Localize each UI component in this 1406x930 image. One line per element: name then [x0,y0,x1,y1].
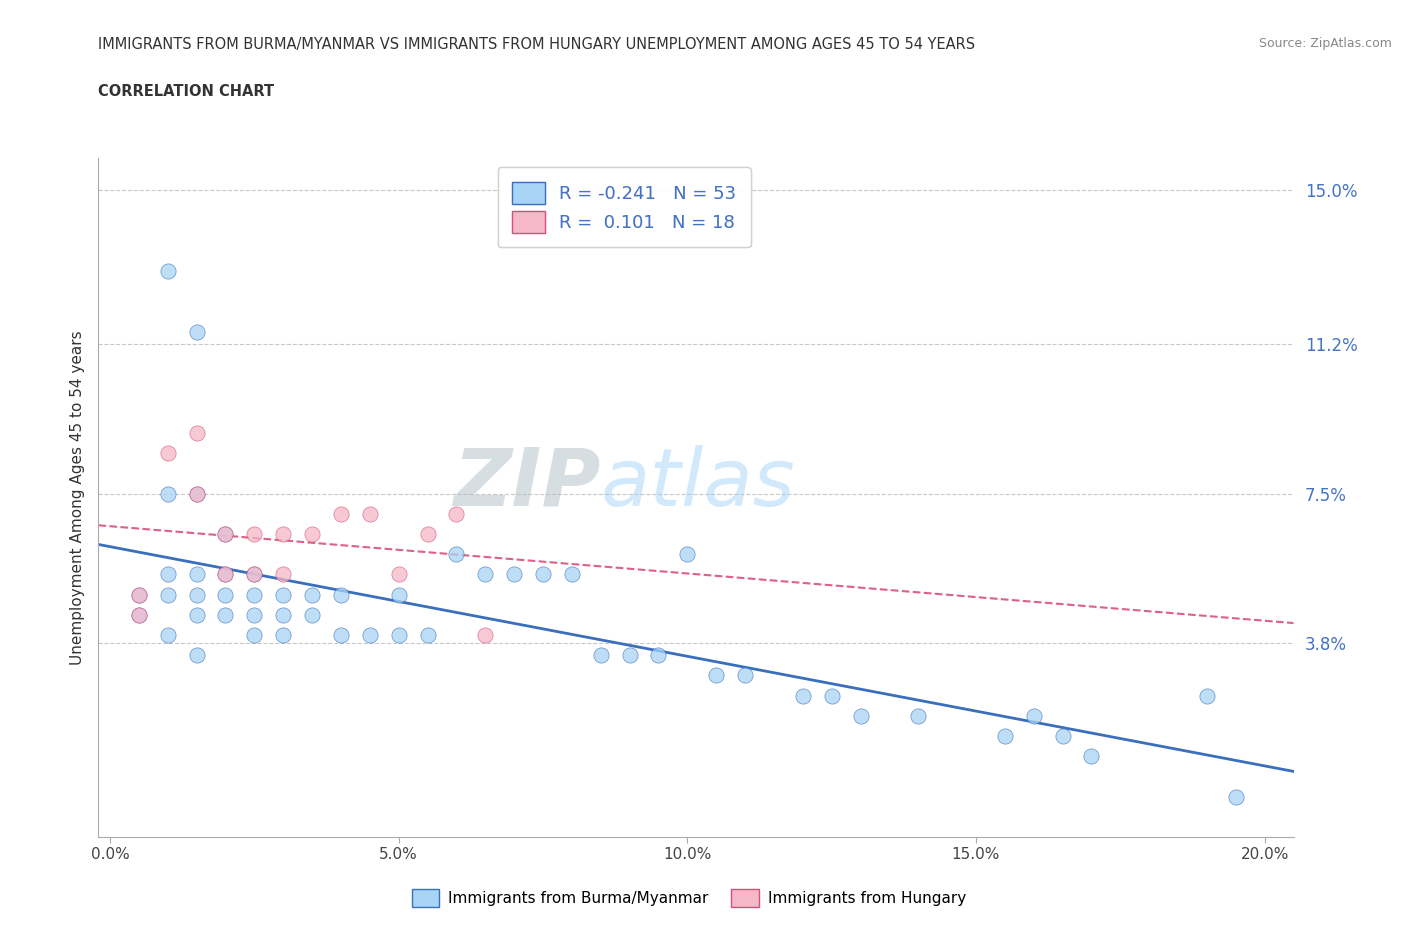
Point [734,668,756,683]
Point [503,567,526,582]
Text: ZIP: ZIP [453,445,600,523]
Point [446,547,468,562]
Point [849,709,872,724]
Point [271,628,294,643]
Point [128,587,150,602]
Point [128,587,150,602]
Point [156,264,179,279]
Point [531,567,554,582]
Point [1195,688,1218,703]
Point [214,567,236,582]
Point [243,567,266,582]
Point [1052,728,1074,743]
Point [329,628,352,643]
Text: CORRELATION CHART: CORRELATION CHART [98,84,274,99]
Point [186,647,208,662]
Point [271,526,294,541]
Point [329,587,352,602]
Point [243,587,266,602]
Point [907,709,929,724]
Point [474,628,496,643]
Point [561,567,583,582]
Y-axis label: Unemployment Among Ages 45 to 54 years: Unemployment Among Ages 45 to 54 years [69,330,84,665]
Point [186,425,208,440]
Point [214,567,236,582]
Point [156,567,179,582]
Point [214,607,236,622]
Point [301,587,323,602]
Point [243,607,266,622]
Point [416,628,439,643]
Point [156,486,179,501]
Point [1022,709,1045,724]
Text: atlas: atlas [600,445,796,523]
Point [186,486,208,501]
Point [214,587,236,602]
Point [214,526,236,541]
Point [416,526,439,541]
Point [301,607,323,622]
Point [186,486,208,501]
Point [243,628,266,643]
Point [186,607,208,622]
Point [186,325,208,339]
Text: IMMIGRANTS FROM BURMA/MYANMAR VS IMMIGRANTS FROM HUNGARY UNEMPLOYMENT AMONG AGES: IMMIGRANTS FROM BURMA/MYANMAR VS IMMIGRA… [98,37,976,52]
Point [619,647,641,662]
Point [647,647,669,662]
Point [1225,790,1247,804]
Point [243,526,266,541]
Point [446,506,468,521]
Legend: Immigrants from Burma/Myanmar, Immigrants from Hungary: Immigrants from Burma/Myanmar, Immigrant… [405,884,973,913]
Point [359,628,381,643]
Point [301,526,323,541]
Point [676,547,699,562]
Point [474,567,496,582]
Point [704,668,727,683]
Point [589,647,612,662]
Point [271,567,294,582]
Point [994,728,1017,743]
Point [329,506,352,521]
Point [820,688,842,703]
Point [214,526,236,541]
Point [271,587,294,602]
Point [156,587,179,602]
Point [388,587,411,602]
Point [388,567,411,582]
Point [271,607,294,622]
Point [156,445,179,460]
Point [359,506,381,521]
Point [186,567,208,582]
Point [128,607,150,622]
Legend: R = -0.241   N = 53, R =  0.101   N = 18: R = -0.241 N = 53, R = 0.101 N = 18 [498,167,751,247]
Point [388,628,411,643]
Point [792,688,814,703]
Point [128,607,150,622]
Point [1080,749,1102,764]
Point [243,567,266,582]
Point [156,628,179,643]
Point [186,587,208,602]
Text: Source: ZipAtlas.com: Source: ZipAtlas.com [1258,37,1392,50]
